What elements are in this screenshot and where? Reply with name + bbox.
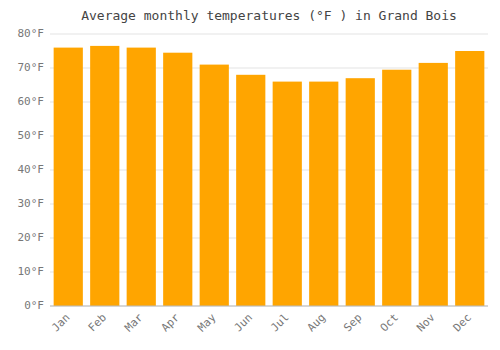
y-tick-label: 0°F [24,299,44,312]
x-tick-label: Apr [159,311,183,335]
x-tick-label: Dec [451,311,474,334]
x-tick-label: Feb [86,311,109,334]
bar [382,70,411,306]
bar [273,82,302,306]
bar [419,63,448,306]
grid [50,34,488,306]
bar [127,48,156,306]
x-tick-label: Jan [49,311,72,334]
y-tick-label: 50°F [18,129,45,142]
x-tick-label: Nov [414,311,438,335]
x-tick-label: Jul [268,311,291,334]
title: Average monthly temperatures (°F ) in Gr… [81,8,457,23]
grid-line [50,306,488,307]
y-tick-label: 30°F [18,197,45,210]
x-tick-label: Mar [122,311,146,335]
bar [54,48,83,306]
y-tick-label: 70°F [18,61,45,74]
x-tick-label: Jun [232,311,255,334]
grid-line [50,34,488,35]
y-tick-label: 80°F [18,27,45,40]
x-axis-line [50,306,488,307]
bar [90,46,119,306]
y-tick-label: 10°F [18,265,45,278]
bar [200,65,229,306]
x-tick-label: Sep [341,311,364,334]
bar [236,75,265,306]
y-tick-label: 40°F [18,163,45,176]
bars [54,46,485,306]
bar [346,78,375,306]
bar [455,51,484,306]
bar [163,53,192,306]
x-tick-label: Aug [305,311,328,334]
y-tick-label: 20°F [18,231,45,244]
chart: 0°F 10°F 20°F 30°F 40°F 50°F 60°F 70°F 80°F Jan Fe… [0,0,500,350]
y-tick-label: 60°F [18,95,45,108]
x-axis: Jan Feb Mar Apr May Jun Jul Aug Sep Oct Nov Dec [49,311,474,335]
y-axis: 0°F 10°F 20°F 30°F 40°F 50°F 60°F 70°F 80°F [18,27,45,312]
x-tick-label: Oct [378,311,401,334]
bar [309,82,338,306]
x-tick-label: May [195,311,219,335]
